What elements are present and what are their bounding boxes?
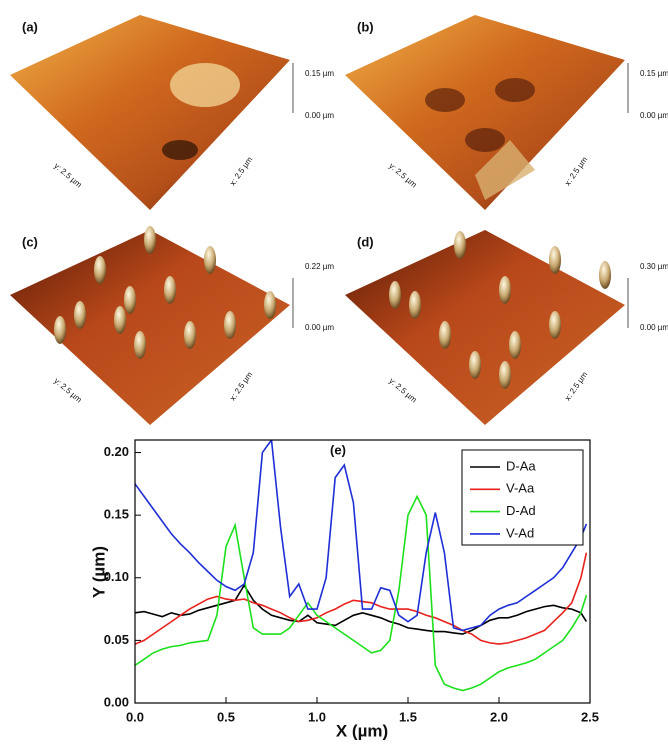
afm-panel: (d) 0.30 µm 0.00 µm y: 2.5 µm x: 2.5 µm	[345, 230, 668, 425]
y-tick-label: 0.20	[104, 444, 129, 459]
afm-panel: (a) 0.15 µm 0.00 µm y: 2.5 µm x: 2.5 µm	[10, 15, 334, 210]
afm-cone	[204, 246, 216, 274]
afm-cone	[409, 291, 421, 319]
afm-feature	[170, 63, 240, 107]
afm-cone	[74, 301, 86, 329]
afm-cone	[114, 306, 126, 334]
x-axis-label: x: 2.5 µm	[563, 155, 590, 188]
afm-cone	[164, 276, 176, 304]
y-axis-label: y: 2.5 µm	[387, 161, 418, 189]
afm-cone	[389, 281, 401, 309]
afm-cone	[184, 321, 196, 349]
panel-label: (a)	[22, 19, 38, 34]
afm-cone	[264, 291, 276, 319]
legend-label: D-Ad	[506, 503, 536, 518]
panel-label: (c)	[22, 234, 38, 249]
y-axis-label: y: 2.5 µm	[387, 376, 418, 404]
afm-cone	[224, 311, 236, 339]
annotation: (e)	[330, 442, 346, 457]
afm-cone	[509, 331, 521, 359]
x-axis-title: X (µm)	[336, 721, 388, 740]
afm-cone	[549, 311, 561, 339]
afm-cone	[469, 351, 481, 379]
afm-panel: (c) 0.22 µm 0.00 µm y: 2.5 µm x: 2.5 µm	[10, 226, 334, 425]
x-axis-label: x: 2.5 µm	[228, 370, 255, 403]
afm-cone	[134, 331, 146, 359]
x-tick-label: 1.0	[308, 709, 326, 724]
afm-cone	[439, 321, 451, 349]
afm-cone	[454, 231, 466, 259]
afm-feature	[465, 128, 505, 152]
y-axis-label: y: 2.5 µm	[52, 376, 83, 404]
afm-cone	[499, 276, 511, 304]
afm-cone	[94, 256, 106, 284]
legend-label: V-Ad	[506, 525, 534, 540]
afm-cone	[499, 361, 511, 389]
y-tick-label: 0.15	[104, 507, 129, 522]
x-tick-label: 0.0	[126, 709, 144, 724]
figure: (a) 0.15 µm 0.00 µm y: 2.5 µm x: 2.5 µm (b) 0.…	[0, 0, 668, 742]
afm-cone	[549, 246, 561, 274]
legend-label: D-Aa	[506, 458, 536, 473]
afm-cone	[54, 316, 66, 344]
z-top-label: 0.15 µm	[305, 69, 334, 78]
z-top-label: 0.30 µm	[640, 262, 668, 271]
y-axis-label: y: 2.5 µm	[52, 161, 83, 189]
afm-surface	[345, 230, 625, 425]
z-top-label: 0.15 µm	[640, 69, 668, 78]
afm-feature	[425, 88, 465, 112]
afm-cone	[144, 226, 156, 254]
afm-panel: (b) 0.15 µm 0.00 µm y: 2.5 µm x: 2.5 µm	[345, 15, 668, 210]
x-tick-label: 2.5	[581, 709, 599, 724]
y-tick-label: 0.00	[104, 694, 129, 709]
afm-surface	[10, 230, 290, 425]
z-bottom-label: 0.00 µm	[305, 323, 334, 332]
y-axis-title: Y (µm)	[89, 546, 108, 598]
afm-feature	[495, 78, 535, 102]
panel-label: (b)	[357, 19, 374, 34]
z-top-label: 0.22 µm	[305, 262, 334, 271]
afm-cone	[124, 286, 136, 314]
z-bottom-label: 0.00 µm	[305, 111, 334, 120]
x-axis-label: x: 2.5 µm	[228, 155, 255, 188]
x-axis-label: x: 2.5 µm	[563, 370, 590, 403]
y-tick-label: 0.05	[104, 632, 129, 647]
x-tick-label: 2.0	[490, 709, 508, 724]
afm-cone	[599, 261, 611, 289]
legend-label: V-Aa	[506, 481, 535, 496]
x-tick-label: 0.5	[217, 709, 235, 724]
afm-feature	[162, 140, 198, 160]
panel-label: (d)	[357, 234, 374, 249]
x-tick-label: 1.5	[399, 709, 417, 724]
afm-surface	[10, 15, 290, 210]
z-bottom-label: 0.00 µm	[640, 111, 668, 120]
z-bottom-label: 0.00 µm	[640, 323, 668, 332]
